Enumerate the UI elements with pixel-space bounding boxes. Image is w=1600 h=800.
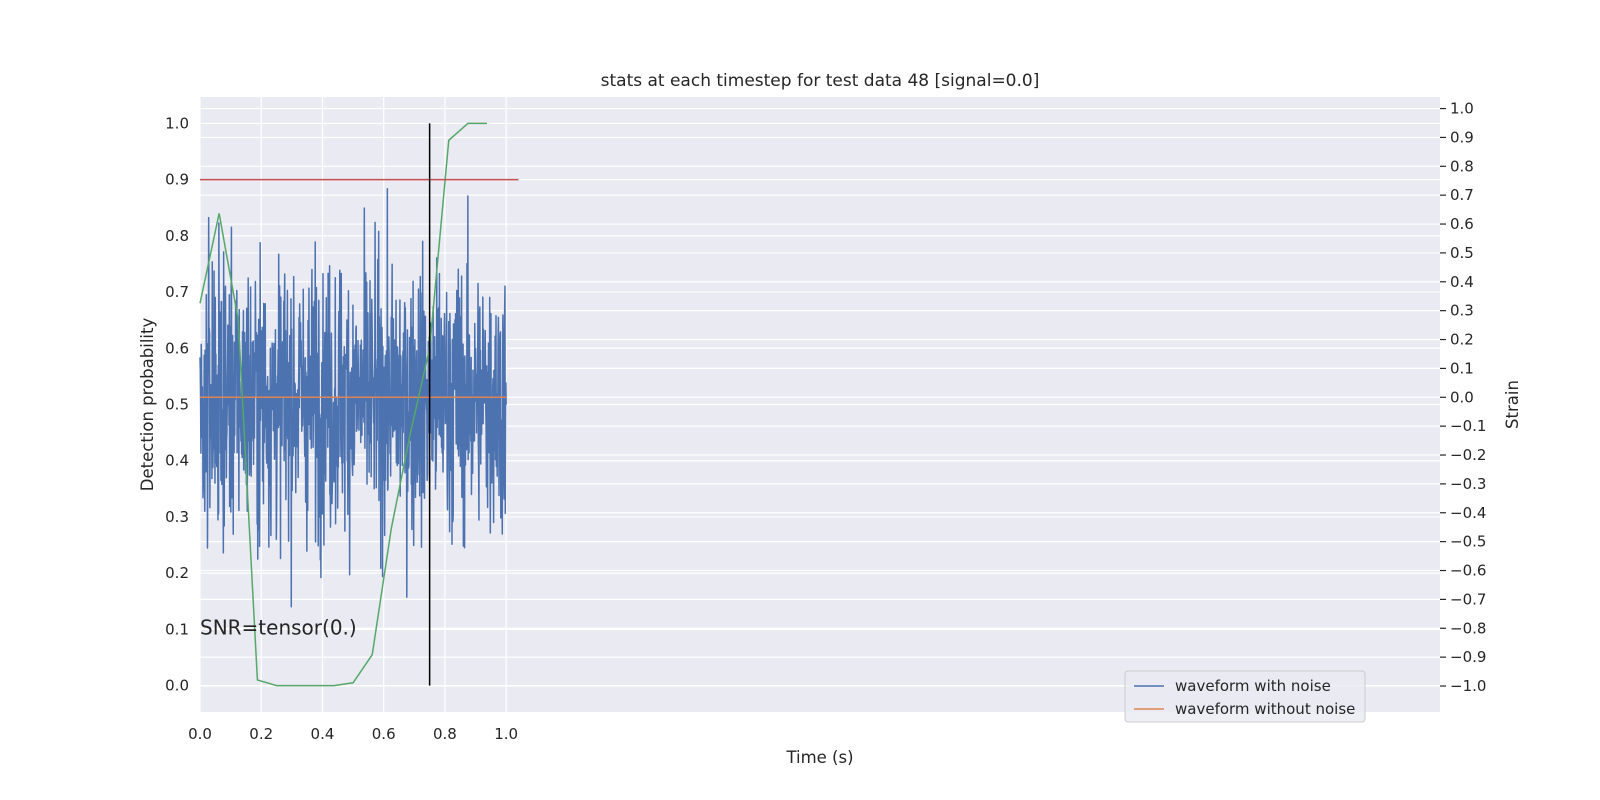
x-tick-label: 0.6 (372, 725, 396, 743)
y-tick-label: 0.1 (165, 620, 189, 638)
y2-tick-label: −0.5 (1450, 533, 1486, 551)
legend-box (1124, 670, 1366, 723)
y-axis-label: Detection probability (138, 318, 157, 492)
y-tick-label: 0.9 (165, 171, 189, 189)
x-tick-label: 1.0 (494, 725, 518, 743)
chart-title: stats at each timestep for test data 48 … (601, 71, 1040, 91)
y2-tick-label: −0.7 (1450, 590, 1486, 608)
y2-tick-label: 0.3 (1450, 302, 1474, 320)
grid-lines (199, 97, 1440, 712)
x-tick-label: 0.4 (311, 725, 335, 743)
y2-axis-label: Strain (1503, 380, 1522, 429)
y-tick-label: 0.8 (165, 227, 189, 245)
y-tick-label: 0.3 (165, 508, 189, 526)
y2-tick-label: −0.1 (1450, 417, 1486, 435)
x-axis-label: Time (s) (785, 748, 853, 767)
y2-tick-label: 0.0 (1450, 388, 1474, 406)
y-tick-label: 0.4 (165, 452, 189, 470)
y-tick-label: 0.7 (165, 283, 189, 301)
y-tick-label: 0.6 (165, 339, 189, 357)
y2-tick-label: 0.8 (1450, 157, 1474, 175)
y2-tick-label: 0.1 (1450, 359, 1474, 377)
x-tick-label: 0.2 (249, 725, 273, 743)
y-tick-label: 0.0 (165, 677, 189, 695)
plot-series (199, 122, 519, 687)
y-tick-label: 1.0 (165, 114, 189, 132)
x-tick-label: 0.8 (433, 725, 457, 743)
y2-tick-label: 0.9 (1450, 128, 1474, 146)
y2-tick-label: 0.4 (1450, 273, 1474, 291)
x-tick-label: 0.0 (188, 725, 212, 743)
y2-tick-label: 0.5 (1450, 244, 1474, 262)
y-tick-label: 0.5 (165, 396, 189, 414)
snr-annotation: SNR=tensor(0.) (200, 615, 357, 639)
y2-tick-label: −0.3 (1450, 475, 1486, 493)
y2-tick-label: −0.6 (1450, 562, 1486, 580)
y2-tick-label: 1.0 (1450, 100, 1474, 118)
y2-tick-label: −0.2 (1450, 446, 1486, 464)
y2-tick-label: −1.0 (1450, 677, 1486, 695)
y-tick-label: 0.2 (165, 564, 189, 582)
waveform-with-noise-line (199, 188, 507, 608)
y2-tick-label: −0.9 (1450, 648, 1486, 666)
y2-tick-label: −0.8 (1450, 619, 1486, 637)
legend: waveform with noise waveform without noi… (1124, 670, 1366, 723)
detection-probability-line (199, 122, 488, 687)
y2-tick-label: 0.7 (1450, 186, 1474, 204)
y2-tick-label: 0.2 (1450, 331, 1474, 349)
axes: 0.0 0.2 0.4 0.6 0.8 1.0 0.0 0.1 0.2 0.3 0.4 0.5 0.6 0… (165, 100, 1486, 743)
y2-tick-label: −0.4 (1450, 504, 1486, 522)
legend-label-clean: waveform without noise (1175, 700, 1355, 718)
y2-tick-label: 0.6 (1450, 215, 1474, 233)
legend-label-noise: waveform with noise (1175, 677, 1331, 695)
